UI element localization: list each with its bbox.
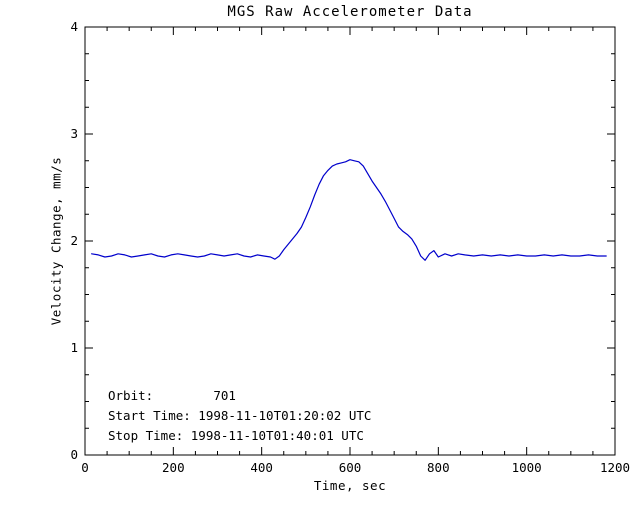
tick-label: 2 — [70, 233, 78, 248]
data-line-velocity_change — [90, 159, 607, 261]
chart-title: MGS Raw Accelerometer Data — [227, 4, 473, 20]
tick-label: 3 — [70, 126, 78, 141]
tick-label: 600 — [339, 460, 362, 475]
tick-label: 800 — [427, 460, 450, 475]
tick-label: 400 — [250, 460, 273, 475]
y-axis-label: Velocity Change, mm/s — [48, 156, 64, 326]
tick-label: 1200 — [600, 460, 630, 475]
tick-label: 0 — [70, 447, 78, 462]
tick-label: 200 — [162, 460, 185, 475]
tick-label: 1 — [70, 340, 78, 355]
x-axis-label: Time, sec — [313, 478, 387, 493]
annotation-orbit: Orbit: 701 — [108, 388, 236, 403]
annotation-stop-time: Stop Time: 1998-11-10T01:40:01 UTC — [108, 428, 364, 443]
tick-label: 1000 — [512, 460, 542, 475]
annotation-block: Orbit: 701 Start Time: 1998-11-10T01:20:… — [108, 386, 371, 446]
tick-label: 4 — [70, 19, 78, 34]
tick-label: 0 — [81, 460, 89, 475]
annotation-start-time: Start Time: 1998-11-10T01:20:02 UTC — [108, 408, 372, 423]
